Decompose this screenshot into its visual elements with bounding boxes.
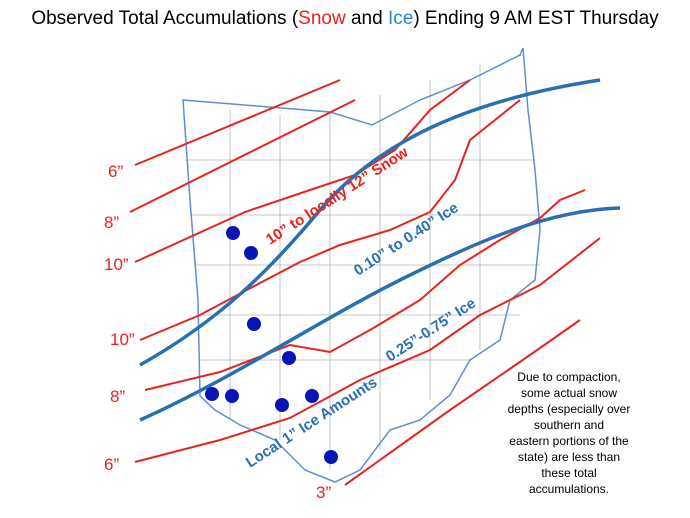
snow-contours	[129, 79, 601, 486]
contour-labels: 6” 8” 10” 10” 8” 6” 3”	[104, 162, 331, 502]
county-lines	[185, 65, 540, 470]
contour-label: 3”	[316, 483, 331, 502]
band-label: Local 1” Ice Amounts	[243, 374, 380, 471]
contour-label: 6”	[108, 162, 123, 181]
title-part: Snow	[298, 8, 346, 29]
title-part: Ice	[388, 8, 413, 29]
contour-label: 10”	[110, 330, 135, 349]
note-line: these total	[541, 466, 596, 480]
contour-label: 8”	[110, 387, 125, 406]
title-part: and	[346, 8, 388, 29]
note-line: state) are less than	[518, 450, 620, 464]
note-line: depths (especially over	[508, 402, 631, 416]
note-line: some actual snow	[521, 386, 617, 400]
contour-label: 6”	[104, 455, 119, 474]
map-title: Observed Total Accumulations (Snow and I…	[31, 8, 659, 29]
contour-label: 10”	[104, 255, 129, 274]
band-label: 0.25”-0.75” Ice	[383, 295, 479, 366]
observation-dots	[205, 226, 338, 464]
ice-contours	[139, 78, 621, 422]
title-part: Observed Total Accumulations (	[31, 8, 299, 29]
note-line: accumulations.	[529, 482, 609, 496]
note-line: southern and	[534, 418, 604, 432]
note: Due to compaction, some actual snow dept…	[508, 370, 631, 496]
band-label: 0.10” to 0.40” Ice	[351, 199, 462, 279]
title-part: ) Ending 9 AM EST Thursday	[413, 8, 659, 29]
band-label: 10” to locally 12” Snow	[263, 144, 412, 249]
state-outline	[182, 47, 541, 483]
note-line: eastern portions of the	[509, 434, 629, 448]
contour-label: 8”	[104, 213, 119, 232]
note-line: Due to compaction,	[517, 370, 620, 384]
